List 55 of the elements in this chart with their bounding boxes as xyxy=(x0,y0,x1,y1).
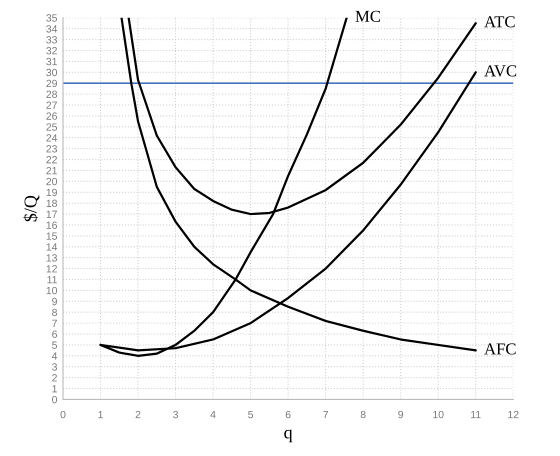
y-tick-label: 12 xyxy=(46,265,57,272)
y-tick-label: 18 xyxy=(46,200,57,208)
y-tick-label: 7 xyxy=(52,320,57,327)
y-tick-label: 31 xyxy=(46,58,57,66)
x-tick-label: 7 xyxy=(323,410,328,418)
y-tick-label: 21 xyxy=(46,166,57,174)
x-tick-label: 11 xyxy=(471,410,481,418)
y-tick-label: 27 xyxy=(46,102,57,109)
y-tick-label: 15 xyxy=(46,232,58,240)
y-tick-label: 3 xyxy=(52,363,57,371)
x-tick-label: 0 xyxy=(60,410,66,418)
x-tick-label: 5 xyxy=(248,410,254,418)
y-tick-label: 19 xyxy=(46,188,57,196)
x-axis-title: q xyxy=(284,430,292,442)
y-tick-label: 26 xyxy=(46,112,57,120)
y-tick-label: 14 xyxy=(46,243,58,251)
series-label: ATC xyxy=(484,16,515,28)
x-tick-label: 4 xyxy=(210,410,216,418)
y-tick-label: 28 xyxy=(46,90,57,98)
y-tick-label: 35 xyxy=(46,14,58,22)
y-tick-label: 9 xyxy=(52,298,57,306)
y-tick-label: 22 xyxy=(46,156,57,164)
y-tick-label: 6 xyxy=(52,330,57,338)
y-tick-label: 8 xyxy=(52,308,57,316)
x-tick-label: 12 xyxy=(508,410,519,418)
y-tick-label: 5 xyxy=(52,342,58,349)
y-tick-label: 4 xyxy=(52,352,58,360)
series-label: AVC xyxy=(484,65,516,77)
y-tick-label: 25 xyxy=(46,123,58,131)
y-tick-label: 23 xyxy=(46,145,57,153)
y-tick-label: 20 xyxy=(46,178,58,186)
y-tick-label: 2 xyxy=(52,374,57,382)
x-tick-label: 3 xyxy=(173,410,178,418)
y-tick-label: 33 xyxy=(46,36,57,44)
x-tick-label: 10 xyxy=(433,410,444,418)
series-label: MC xyxy=(355,10,380,22)
y-tick-label: 17 xyxy=(46,210,57,218)
y-tick-label: 30 xyxy=(46,68,58,76)
x-tick-label: 9 xyxy=(398,410,404,418)
series-label: AFC xyxy=(484,343,516,355)
y-tick-label: 13 xyxy=(46,254,57,262)
y-tick-label: 34 xyxy=(46,25,58,33)
x-tick-label: 6 xyxy=(286,410,291,418)
y-tick-label: 32 xyxy=(46,47,57,54)
y-tick-label: 24 xyxy=(46,134,58,142)
x-tick-label: 2 xyxy=(136,410,140,418)
y-tick-label: 1 xyxy=(52,385,57,392)
y-axis-title: $/Q xyxy=(23,195,40,222)
y-tick-label: 16 xyxy=(46,221,57,229)
x-tick-label: 8 xyxy=(360,410,366,418)
y-tick-label: 11 xyxy=(47,276,57,284)
y-tick-label: 0 xyxy=(52,396,58,404)
y-tick-label: 29 xyxy=(46,80,57,88)
y-tick-label: 10 xyxy=(46,286,58,294)
x-tick-label: 1 xyxy=(98,410,103,418)
